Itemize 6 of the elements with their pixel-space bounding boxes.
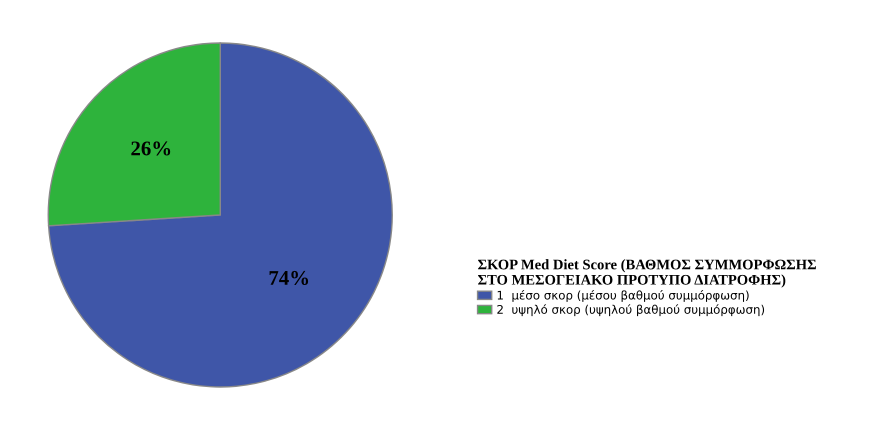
legend-label: 1 μέσο σκορ (μέσου βαθμού συμμόρφωση): [498, 290, 749, 302]
legend-label: 2 υψηλό σκορ (υψηλού βαθμού συμμόρφωση): [497, 304, 764, 316]
data-label: 74%: [270, 270, 308, 286]
legend-title: ΣΚΟΡ Med Diet Score (ΒΑΘΜΟΣ ΣΥΜΜΟΡΦΩΣΗΣ ΣΤΟ ΜΕΣΟΓΕΙΑΚΟ ΠΡΟΤΥΠΟ ΔΙΑΤΡΟΦΗΣ): [478, 259, 816, 288]
pie-slice: [48, 42, 393, 388]
data-label: 26%: [131, 141, 170, 156]
